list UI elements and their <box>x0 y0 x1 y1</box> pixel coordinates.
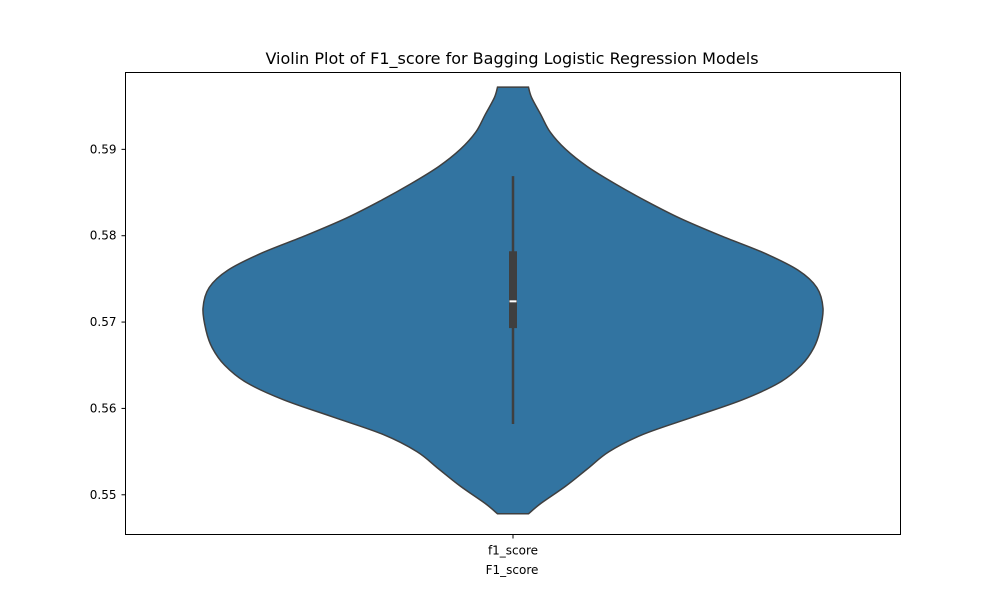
y-tick-label: 0.55 <box>90 488 117 502</box>
y-axis: 0.55 0.56 0.57 0.58 0.59 <box>90 142 126 502</box>
y-tick-label: 0.59 <box>90 142 117 156</box>
plot-area <box>202 86 824 515</box>
y-tick-label: 0.56 <box>90 401 117 415</box>
x-axis-label: F1_score <box>486 563 539 577</box>
x-axis: f1_score <box>488 534 538 558</box>
x-tick-label: f1_score <box>488 544 538 558</box>
chart-title: Violin Plot of F1_score for Bagging Logi… <box>265 49 758 69</box>
violin-iqr-box <box>509 251 517 329</box>
y-tick-label: 0.58 <box>90 229 117 243</box>
y-tick-label: 0.57 <box>90 315 117 329</box>
